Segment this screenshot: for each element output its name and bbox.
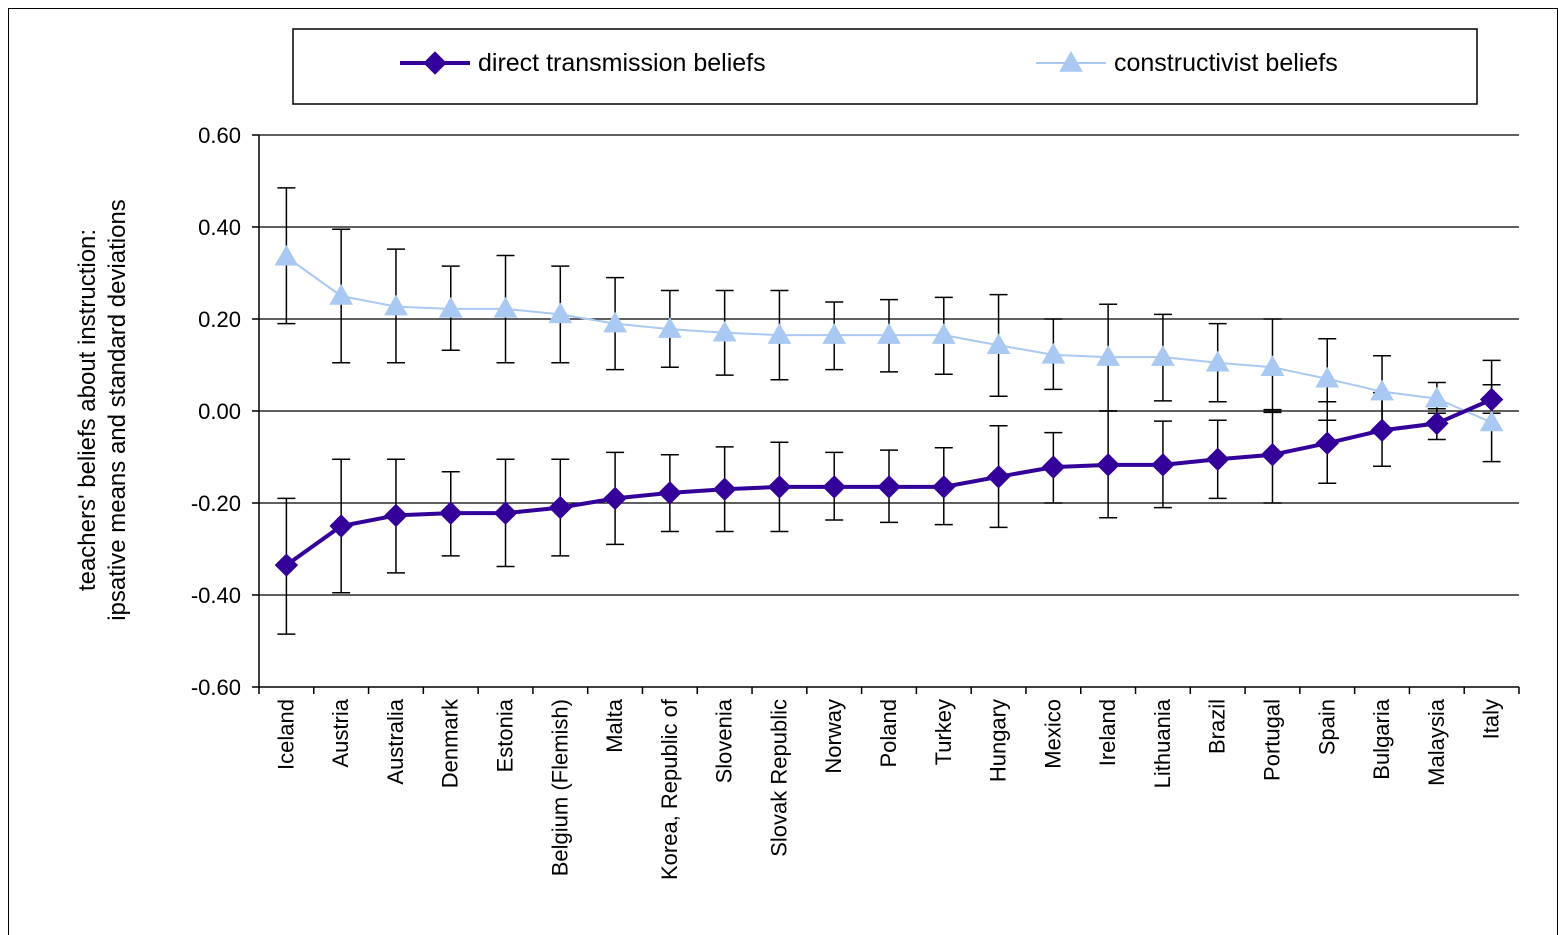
y-tick-label: 0.00: [198, 399, 241, 424]
data-point: [603, 311, 627, 333]
y-tick-label: -0.40: [191, 583, 241, 608]
data-point: [986, 465, 1011, 489]
data-point: [1479, 410, 1504, 432]
x-tick-label: Malaysia: [1424, 698, 1449, 786]
y-axis-label-line: teachers' beliefs about instruction:: [74, 229, 101, 591]
data-point: [822, 323, 847, 344]
x-tick-label: Korea, Republic of: [657, 698, 682, 880]
y-tick-label: 0.60: [198, 123, 241, 148]
data-point: [1151, 345, 1175, 366]
data-point: [931, 323, 956, 344]
data-point: [493, 501, 518, 525]
data-point: [658, 317, 682, 338]
x-tick-labels: Iceland Austria Australia Denmark Estonia Bel…: [273, 698, 1503, 880]
x-tick-label: Australia: [383, 698, 408, 784]
data-point: [877, 323, 901, 344]
y-tick-label: 0.40: [198, 215, 241, 240]
data-point: [658, 481, 682, 505]
x-tick-label: Slovenia: [712, 698, 737, 783]
legend-label: direct transmission beliefs: [478, 49, 766, 77]
data-point: [1424, 386, 1449, 408]
data-point: [548, 495, 573, 520]
series-group: [274, 244, 1504, 577]
data-point: [1479, 387, 1504, 412]
data-point: [1315, 366, 1340, 388]
x-tick-label: Ireland: [1095, 699, 1120, 766]
data-point: [1425, 411, 1449, 436]
data-point: [1315, 431, 1339, 455]
data-point: [767, 323, 792, 344]
y-tick-label: 0.20: [198, 307, 241, 332]
data-point: [1096, 453, 1120, 477]
x-tick-label: Turkey: [931, 699, 956, 765]
y-axis-label-line: ipsative means and standard deviations: [104, 199, 131, 621]
data-point: [1205, 447, 1230, 472]
x-tick-label: Spain: [1314, 699, 1339, 755]
data-point: [384, 503, 408, 528]
legend-label: constructivist beliefs: [1114, 49, 1338, 77]
x-tick-label: Brazil: [1205, 699, 1230, 754]
x-tick-label: Slovak Republic: [766, 699, 791, 857]
x-tick-label: Poland: [876, 699, 901, 768]
legend-marker: [423, 51, 447, 75]
data-point: [493, 296, 518, 318]
data-point: [767, 475, 792, 499]
legend-marker: [1059, 50, 1083, 72]
data-point: [329, 283, 354, 305]
x-tick-label: Bulgaria: [1369, 698, 1394, 779]
y-tick-label: -0.60: [191, 675, 241, 700]
y-tick-label: -0.20: [191, 491, 241, 516]
x-tick-label: Iceland: [273, 699, 298, 770]
data-point: [822, 475, 846, 499]
series-direct-transmission: [274, 387, 1504, 577]
y-tick-labels: -0.60 -0.40 -0.20 0.00 0.20 0.40 0.60: [191, 123, 241, 700]
x-tick-label: Lithuania: [1150, 698, 1175, 788]
data-point: [1151, 453, 1175, 477]
x-tick-label: Portugal: [1259, 699, 1284, 781]
data-point: [1041, 455, 1066, 479]
data-point: [384, 294, 408, 316]
data-point: [1370, 418, 1394, 443]
x-tick-label: Mexico: [1040, 699, 1065, 769]
data-point: [932, 475, 956, 499]
data-point: [548, 302, 573, 324]
data-point: [329, 514, 353, 538]
data-point: [712, 320, 737, 342]
x-tick-label: Denmark: [438, 698, 463, 788]
axes: [252, 134, 1520, 694]
data-point: [1260, 442, 1285, 467]
x-tick-label: Estonia: [493, 698, 518, 772]
series-constructivist: [274, 244, 1504, 432]
x-tick-label: Malta: [602, 698, 627, 753]
legend-box: [292, 28, 1478, 105]
data-point: [274, 244, 299, 266]
data-point: [603, 486, 627, 511]
data-point: [274, 553, 299, 577]
x-tick-label: Belgium (Flemish): [547, 699, 572, 876]
data-point: [1041, 342, 1066, 364]
x-tick-label: Norway: [821, 699, 846, 774]
x-tick-label: Italy: [1479, 699, 1504, 739]
legend: direct transmission beliefs constructivis…: [292, 28, 1478, 105]
data-point: [986, 333, 1011, 354]
data-point: [438, 296, 463, 318]
data-point: [877, 475, 901, 499]
data-point: [1205, 350, 1230, 372]
data-point: [712, 477, 737, 501]
data-point: [439, 501, 463, 525]
data-point: [1260, 355, 1285, 377]
x-tick-label: Austria: [328, 698, 353, 767]
data-point: [1096, 345, 1120, 366]
y-axis-label: teachers' beliefs about instruction: ipsa…: [74, 199, 131, 621]
data-point: [1370, 379, 1394, 401]
x-tick-label: Hungary: [986, 699, 1011, 782]
